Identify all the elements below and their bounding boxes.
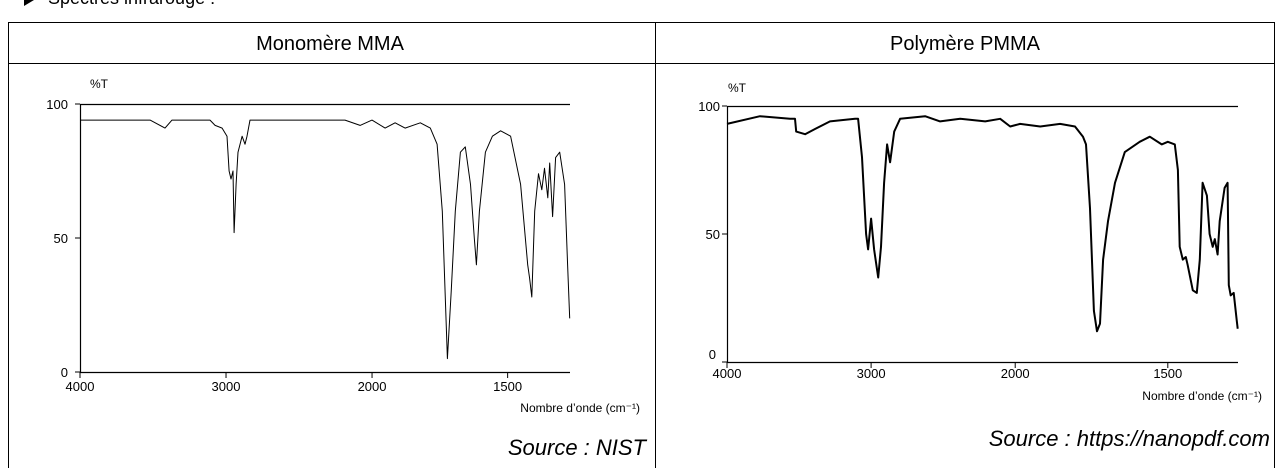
bullet-arrow: [24, 0, 34, 6]
column-header: Monomère MMA: [256, 33, 404, 55]
heading: Spectres infrarouge :: [48, 0, 215, 8]
x-tick-label: 3000: [212, 379, 241, 394]
x-tick-label: 4000: [713, 366, 742, 381]
x-tick-label: 2000: [1001, 366, 1030, 381]
spectrum-line: [726, 115, 1239, 333]
spectrum-line: [80, 119, 571, 360]
x-axis-label: Nombre d’onde (cm⁻¹): [1142, 389, 1262, 403]
y-tick-label: 50: [54, 231, 68, 246]
y-tick-label: 0: [61, 365, 68, 380]
x-tick-label: 3000: [857, 366, 886, 381]
x-tick-label: 4000: [66, 379, 95, 394]
y-axis-label: %T: [90, 77, 109, 91]
y-tick-label: 50: [706, 227, 720, 242]
column-header: Polymère PMMA: [890, 33, 1041, 55]
x-tick-label: 2000: [358, 379, 387, 394]
x-tick-label: 1500: [493, 379, 522, 394]
x-axis-label: Nombre d’onde (cm⁻¹): [520, 401, 640, 415]
table-border: [8, 22, 1275, 468]
y-axis-label: %T: [728, 81, 747, 95]
y-tick-label: 0: [709, 347, 716, 362]
y-tick-label: 100: [46, 97, 68, 112]
source: Source : https://nanopdf.com: [989, 426, 1270, 451]
x-tick-label: 1500: [1153, 366, 1182, 381]
y-tick-label: 100: [698, 99, 720, 114]
source: Source : NIST: [508, 435, 648, 460]
